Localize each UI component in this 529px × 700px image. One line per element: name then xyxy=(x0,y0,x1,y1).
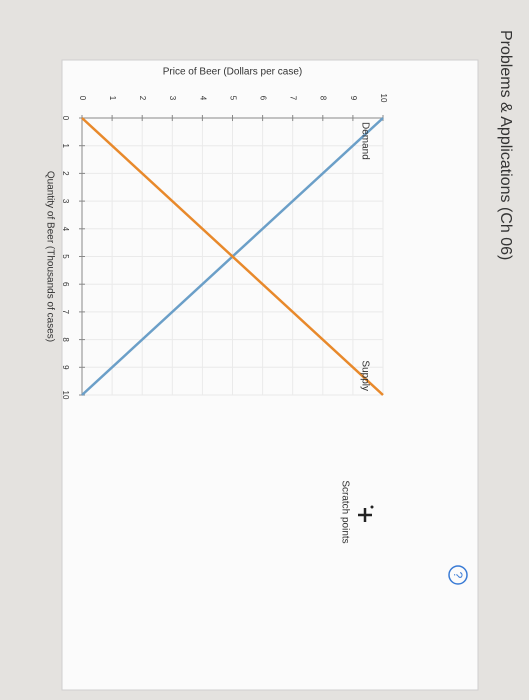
y-tick-label: 10 xyxy=(379,94,388,103)
series-label: Demand xyxy=(359,122,370,160)
x-tick-label: 10 xyxy=(61,391,70,400)
y-axis-title: Price of Beer (Dollars per case) xyxy=(163,67,303,78)
plus-icon-dot xyxy=(370,505,374,509)
y-tick-label: 2 xyxy=(138,96,147,101)
plot: 0 1 2 3 4 5 6 7 8 9 10 0 1 2 3 4 5 6 7 8 9 10 Quantity of Beer… xyxy=(44,67,388,400)
y-tick-label: 5 xyxy=(228,96,237,101)
scratch-points-label: Scratch points xyxy=(339,480,350,543)
scratch-point-tool[interactable]: Scratch points xyxy=(339,480,374,544)
help-button[interactable] xyxy=(448,565,468,585)
y-tick-label: 6 xyxy=(258,96,267,101)
series-label: Supply xyxy=(359,360,370,391)
x-tick-label: 5 xyxy=(61,254,70,259)
x-tick-label: 3 xyxy=(61,199,70,204)
x-tick-label: 6 xyxy=(61,282,70,287)
y-tick-label: 1 xyxy=(108,96,117,101)
help-icon: ? xyxy=(451,572,465,579)
x-tick-label: 7 xyxy=(61,310,70,315)
y-tick-label: 4 xyxy=(198,96,207,101)
y-tick-label: 9 xyxy=(349,96,358,101)
y-tick-label: 8 xyxy=(319,96,328,101)
panel xyxy=(61,59,479,691)
y-tick-label: 7 xyxy=(289,96,298,101)
x-tick-label: 2 xyxy=(61,171,70,176)
series-line xyxy=(81,117,384,396)
x-tick-label: 0 xyxy=(61,116,70,121)
y-tick-label: 3 xyxy=(168,96,177,101)
page-title: Problems & Applications (Ch 06) xyxy=(497,30,514,260)
x-axis-title: Quantity of Beer (Thousands of cases) xyxy=(44,171,55,342)
x-tick-label: 1 xyxy=(61,143,70,148)
y-tick-label: 0 xyxy=(78,96,87,101)
x-tick-label: 9 xyxy=(61,365,70,370)
x-tick-label: 4 xyxy=(61,227,70,232)
x-tick-label: 8 xyxy=(61,337,70,342)
